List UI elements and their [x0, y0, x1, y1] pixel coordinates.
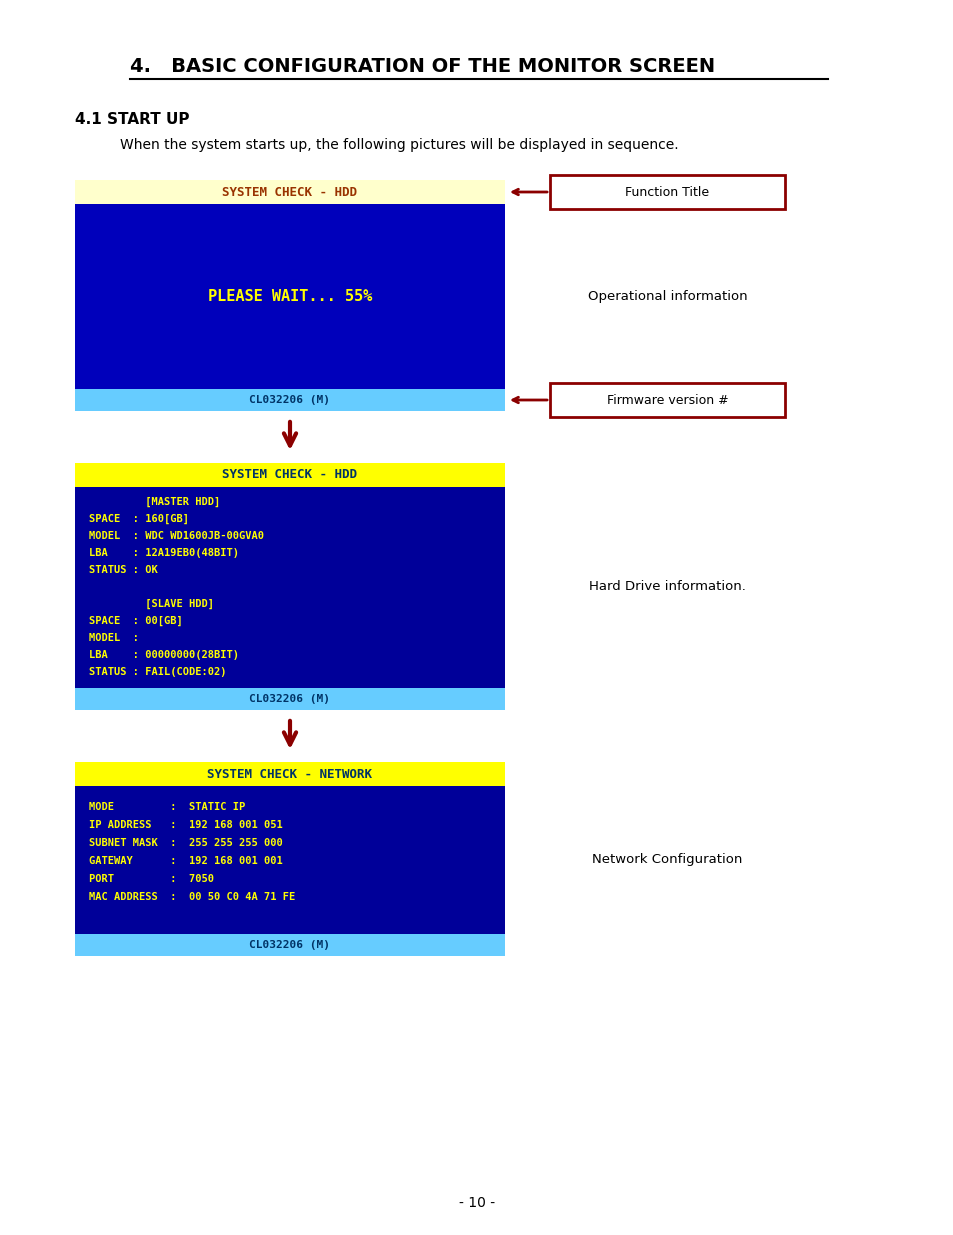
- Text: 4.   BASIC CONFIGURATION OF THE MONITOR SCREEN: 4. BASIC CONFIGURATION OF THE MONITOR SC…: [130, 58, 715, 77]
- Bar: [75, 762, 504, 785]
- Text: GATEWAY      :  192 168 001 001: GATEWAY : 192 168 001 001: [89, 856, 282, 866]
- Bar: [75, 463, 504, 487]
- Bar: [550, 383, 784, 417]
- Text: CL032206 (M): CL032206 (M): [250, 940, 330, 950]
- Text: Function Title: Function Title: [625, 185, 709, 199]
- Text: CL032206 (M): CL032206 (M): [250, 694, 330, 704]
- Bar: [75, 180, 504, 204]
- Text: MAC ADDRESS  :  00 50 C0 4A 71 FE: MAC ADDRESS : 00 50 C0 4A 71 FE: [89, 892, 294, 902]
- Text: MODE         :  STATIC IP: MODE : STATIC IP: [89, 802, 245, 811]
- Text: Operational information: Operational information: [587, 290, 746, 303]
- Text: Network Configuration: Network Configuration: [592, 852, 741, 866]
- Text: CL032206 (M): CL032206 (M): [250, 395, 330, 405]
- Text: MODEL  : WDC WD1600JB-00GVA0: MODEL : WDC WD1600JB-00GVA0: [89, 531, 264, 541]
- Text: SPACE  : 00[GB]: SPACE : 00[GB]: [89, 616, 183, 626]
- Text: PLEASE WAIT... 55%: PLEASE WAIT... 55%: [208, 289, 372, 304]
- Bar: [75, 389, 504, 411]
- Text: SPACE  : 160[GB]: SPACE : 160[GB]: [89, 514, 189, 524]
- Text: - 10 -: - 10 -: [458, 1195, 495, 1210]
- Text: MODEL  :: MODEL :: [89, 634, 139, 643]
- Text: SYSTEM CHECK - NETWORK: SYSTEM CHECK - NETWORK: [208, 767, 372, 781]
- Text: LBA    : 00000000(28BIT): LBA : 00000000(28BIT): [89, 650, 239, 659]
- Text: SYSTEM CHECK - HDD: SYSTEM CHECK - HDD: [222, 185, 357, 199]
- Text: SYSTEM CHECK - HDD: SYSTEM CHECK - HDD: [222, 468, 357, 482]
- Text: [SLAVE HDD]: [SLAVE HDD]: [89, 599, 213, 609]
- Bar: [75, 688, 504, 710]
- Text: SUBNET MASK  :  255 255 255 000: SUBNET MASK : 255 255 255 000: [89, 839, 282, 848]
- Bar: [75, 934, 504, 956]
- Text: STATUS : OK: STATUS : OK: [89, 564, 157, 576]
- Bar: [75, 785, 504, 934]
- Bar: [75, 204, 504, 389]
- Text: When the system starts up, the following pictures will be displayed in sequence.: When the system starts up, the following…: [120, 138, 678, 152]
- Bar: [75, 487, 504, 688]
- Text: STATUS : FAIL(CODE:02): STATUS : FAIL(CODE:02): [89, 667, 226, 677]
- Text: [MASTER HDD]: [MASTER HDD]: [89, 496, 220, 508]
- Text: 4.1 START UP: 4.1 START UP: [75, 112, 190, 127]
- Text: Hard Drive information.: Hard Drive information.: [588, 580, 745, 593]
- Text: IP ADDRESS   :  192 168 001 051: IP ADDRESS : 192 168 001 051: [89, 820, 282, 830]
- Text: Firmware version #: Firmware version #: [606, 394, 727, 406]
- Bar: [550, 175, 784, 209]
- Text: PORT         :  7050: PORT : 7050: [89, 874, 213, 884]
- Text: LBA    : 12A19EB0(48BIT): LBA : 12A19EB0(48BIT): [89, 548, 239, 558]
